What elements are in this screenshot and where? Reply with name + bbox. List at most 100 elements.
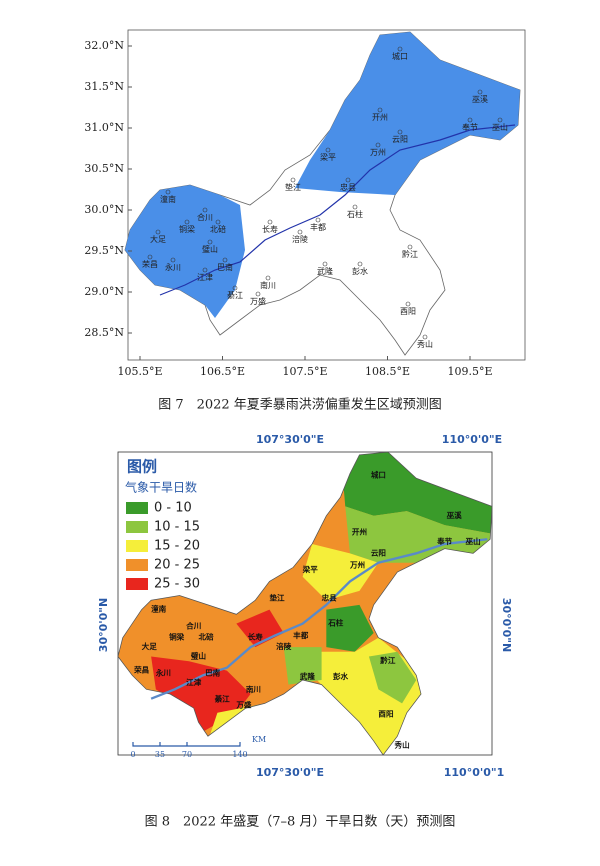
legend-swatch [126, 559, 148, 571]
city-label: 永川 [155, 667, 171, 677]
city-marker [377, 107, 383, 113]
city-label: 巫溪 [447, 510, 463, 520]
city-label: 城口 [392, 52, 408, 61]
city-label: 城口 [371, 469, 386, 479]
legend-swatch [126, 540, 148, 552]
lat-label: 29.0°N [84, 285, 124, 298]
city-marker [165, 189, 171, 195]
city-label: 梁平 [302, 564, 319, 574]
city-label: 垫江 [285, 182, 301, 192]
city-label: 铜梁 [179, 224, 195, 234]
city-label: 永川 [165, 262, 181, 272]
city-label: 石柱 [327, 618, 344, 628]
city-label: 彭水 [352, 266, 368, 276]
city-label: 巫溪 [472, 94, 488, 104]
lon-label: 106.5°E [200, 365, 245, 378]
city-marker [407, 244, 413, 250]
city-label: 綦江 [227, 290, 243, 300]
city-marker [325, 147, 331, 153]
city-label: 秀山 [417, 339, 433, 349]
lon-label: 107°30'0"E [256, 433, 324, 446]
city-label: 涪陵 [292, 234, 308, 244]
city-label: 璧山 [202, 244, 218, 254]
city-label: 黔江 [379, 655, 396, 665]
lat-label: 30.5°N [84, 162, 124, 175]
city-marker [352, 204, 358, 210]
lon-label: 107°30'0"E [256, 766, 324, 779]
legend-label: 20 - 25 [154, 558, 200, 573]
city-label: 北碚 [198, 632, 214, 642]
city-label: 丰都 [310, 222, 326, 232]
lat-label: 29.5°N [84, 244, 124, 257]
city-label: 江津 [197, 272, 213, 282]
lat-label: 28.5°N [84, 326, 124, 339]
city-label: 武隆 [300, 671, 316, 681]
city-label: 南川 [260, 280, 276, 290]
city-marker [170, 257, 176, 263]
lon-label: 110°0'0"1 [444, 766, 505, 779]
city-label: 垫江 [270, 592, 286, 602]
lon-label: 109.5°E [447, 365, 492, 378]
city-label: 铜梁 [169, 632, 185, 642]
risk-area [125, 185, 245, 318]
city-marker [297, 229, 303, 235]
city-marker [202, 267, 208, 273]
city-label: 璧山 [191, 651, 206, 661]
legend-subtitle: 气象干旱日数 [125, 480, 197, 495]
city-marker [477, 89, 483, 95]
legend-label: 10 - 15 [154, 520, 200, 535]
lon-label: 110°0'0"E [442, 433, 502, 446]
city-label: 石柱 [347, 209, 363, 219]
city-marker [397, 129, 403, 135]
legend-swatch [126, 578, 148, 590]
city-label: 秀山 [394, 740, 410, 750]
city-marker [375, 142, 381, 148]
legend-label: 25 - 30 [154, 577, 200, 592]
city-label: 合川 [197, 212, 213, 222]
city-label: 北碚 [210, 224, 226, 234]
lat-label: 32.0°N [84, 39, 124, 52]
lat-label: 31.0°N [84, 121, 124, 134]
city-label: 万州 [349, 561, 365, 570]
figure-7: 32.0°N 31.5°N 31.0°N 30.5°N 30.0°N 29.5°N 29.0… [84, 29, 526, 413]
city-label: 长寿 [248, 632, 264, 642]
city-label: 开州 [352, 528, 367, 537]
legend-swatch [126, 502, 148, 514]
city-marker [345, 177, 351, 183]
city-marker [255, 291, 261, 297]
city-marker [222, 257, 228, 263]
scale-label: 140 [232, 750, 247, 759]
risk-area [295, 32, 520, 195]
city-label: 荣昌 [133, 665, 149, 675]
city-label: 酉阳 [400, 307, 416, 316]
legend-swatch [126, 521, 148, 533]
scale-label: 0 [130, 750, 135, 759]
caption: 图 8 2022 年盛夏（7–8 月）干旱日数（天）预测图 [145, 815, 456, 830]
city-marker [207, 239, 213, 245]
city-label: 潼南 [160, 194, 176, 204]
scale-bar: 0 35 70 140 KM [130, 735, 266, 759]
lat-label: 31.5°N [84, 80, 124, 93]
city-label: 奉节 [462, 122, 478, 132]
city-marker [184, 219, 190, 225]
legend-label: 0 - 10 [154, 501, 192, 516]
city-label: 梁平 [320, 153, 336, 162]
lat-label: 30°0'0"N [500, 598, 513, 652]
city-marker [202, 207, 208, 213]
legend: 图例 气象干旱日数 0 - 10 10 - 15 15 - 20 20 - 25 25 … [121, 455, 239, 592]
city-label: 巫山 [466, 536, 481, 546]
city-marker [467, 117, 473, 123]
city-marker [322, 261, 328, 267]
city-label: 大足 [150, 234, 166, 244]
city-marker [315, 217, 321, 223]
city-marker [265, 275, 271, 281]
city-marker [405, 301, 411, 307]
scale-label: 70 [182, 750, 192, 759]
city-label: 丰都 [293, 630, 309, 640]
city-label: 万盛 [250, 296, 266, 306]
lon-label: 105.5°E [117, 365, 162, 378]
city-label: 云阳 [371, 548, 387, 557]
city-marker [267, 219, 273, 225]
city-marker [290, 177, 296, 183]
